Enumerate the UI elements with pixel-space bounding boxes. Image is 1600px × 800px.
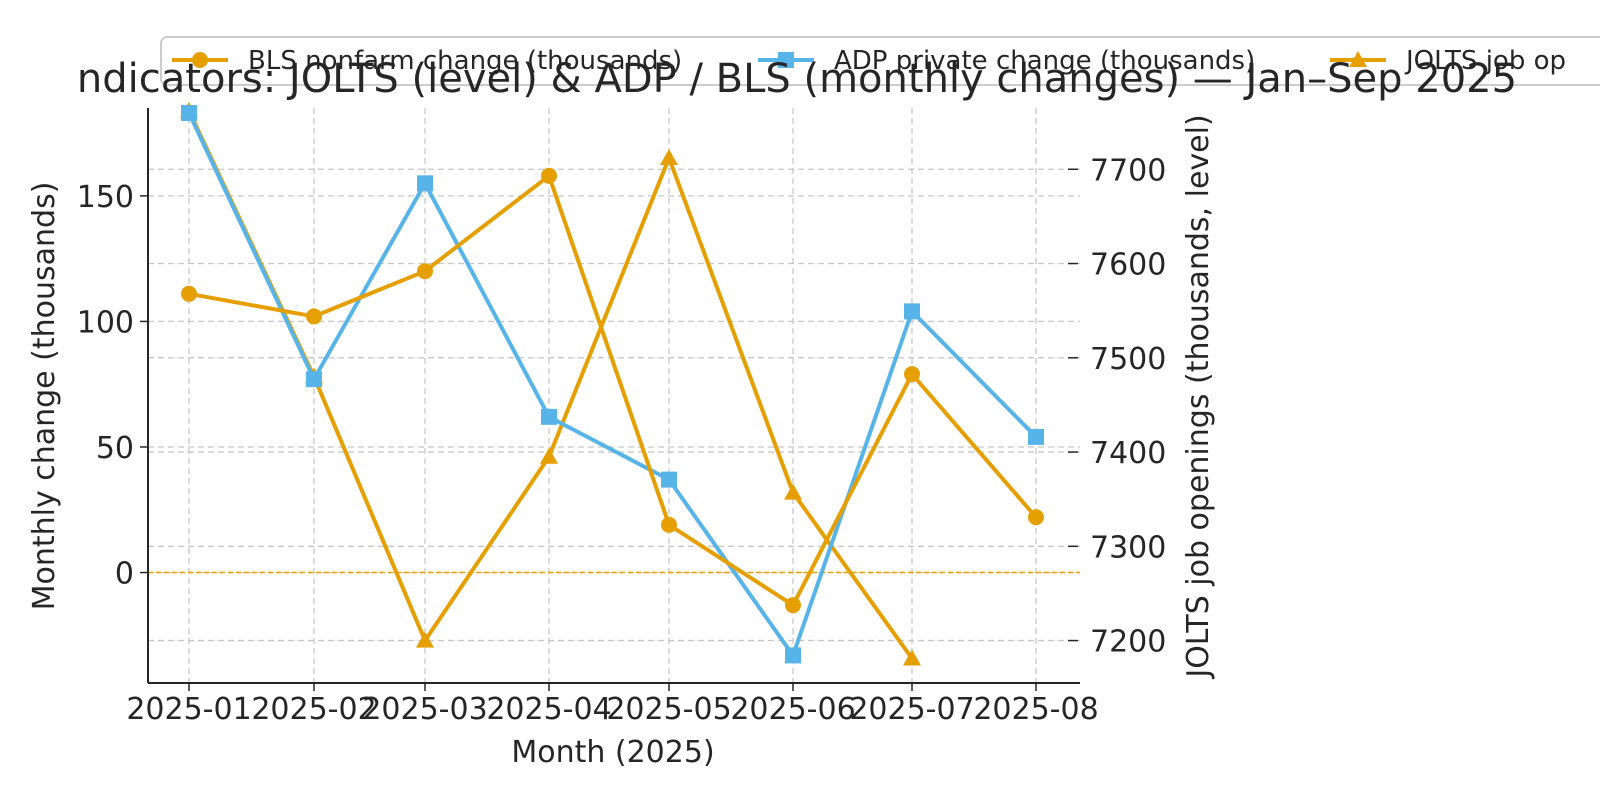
- x-tick-label: 2025-04: [486, 692, 611, 727]
- series-line: [187, 109, 914, 660]
- y-tick-label-right: 7500: [1090, 342, 1166, 377]
- data-point: [660, 148, 678, 165]
- grid-layer: [148, 108, 1080, 683]
- x-tick-label: 2025-07: [849, 692, 974, 727]
- series-line: [188, 173, 1038, 608]
- x-tick-label: 2025-05: [606, 692, 731, 727]
- series-circle: [181, 167, 1044, 614]
- data-point: [661, 471, 677, 488]
- ticks-layer: 2025-01 2025-022025-032025-042025-052025-…: [77, 153, 1167, 727]
- data-point: [904, 366, 920, 383]
- chart-title: ndicators: JOLTS (level) & ADP / BLS (mo…: [77, 56, 1517, 102]
- y-tick-label-left: 0: [115, 557, 134, 592]
- data-point: [181, 285, 197, 302]
- data-point: [417, 175, 433, 192]
- y-axis-label-left: Monthly change (thousands): [27, 182, 62, 611]
- data-point: [661, 516, 677, 533]
- y-tick-label-right: 7200: [1090, 625, 1166, 660]
- data-point: [784, 483, 802, 500]
- y-tick-label-right: 7700: [1090, 153, 1166, 188]
- data-point: [416, 631, 434, 648]
- legend-swatch-marker: [1349, 51, 1367, 67]
- data-point: [306, 371, 322, 388]
- y-tick-label-left: 100: [77, 305, 134, 340]
- y-tick-label-right: 7400: [1090, 436, 1166, 471]
- x-tick-label: 2025-01: [126, 692, 251, 727]
- y-axis-label-right: JOLTS job openings (thousands, level): [1181, 114, 1216, 679]
- data-point: [181, 105, 197, 122]
- data-point: [417, 263, 433, 280]
- series-square: [181, 105, 1044, 664]
- data-point: [1028, 428, 1044, 445]
- data-point: [1028, 509, 1044, 526]
- legend: BLS nonfarm change (thousands) ADP privat…: [160, 36, 1600, 86]
- series-layer: [180, 101, 1044, 666]
- legend-swatch-marker: [778, 52, 794, 68]
- legend-label: BLS nonfarm change (thousands): [248, 46, 682, 76]
- data-point: [541, 167, 557, 184]
- legend-label: ADP private change (thousands): [834, 46, 1255, 76]
- series-line: [187, 112, 1038, 658]
- legend-frame: [160, 36, 1600, 86]
- axes-layer: [147, 108, 1080, 684]
- data-point: [904, 303, 920, 320]
- data-point: [785, 597, 801, 614]
- x-tick-label: 2025-06: [730, 692, 855, 727]
- legend-swatch-marker: [192, 52, 208, 68]
- series-triangle: [180, 101, 921, 666]
- y-tick-label-left: 150: [77, 180, 134, 215]
- x-tick-label: 2025-08: [973, 692, 1098, 727]
- x-tick-label: 2025-02: [251, 692, 376, 727]
- data-point: [903, 649, 921, 666]
- data-point: [306, 308, 322, 325]
- y-tick-label-left: 50: [96, 431, 134, 466]
- y-tick-label-right: 7600: [1090, 248, 1166, 283]
- y-tick-label-right: 7300: [1090, 530, 1166, 565]
- data-point: [785, 647, 801, 664]
- legend-label: JOLTS job op: [1404, 46, 1566, 76]
- x-tick-label: 2025-03: [362, 692, 487, 727]
- data-point: [540, 447, 558, 464]
- x-axis-label: Month (2025): [511, 735, 714, 770]
- data-point: [541, 408, 557, 425]
